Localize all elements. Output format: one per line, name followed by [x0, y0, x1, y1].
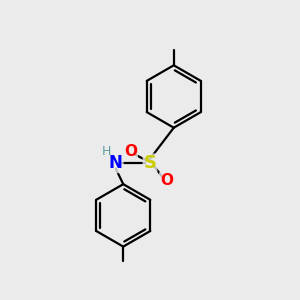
Text: O: O [124, 144, 137, 159]
Text: H: H [102, 145, 112, 158]
Text: O: O [160, 173, 173, 188]
Text: N: N [109, 154, 123, 172]
Text: S: S [143, 154, 157, 172]
